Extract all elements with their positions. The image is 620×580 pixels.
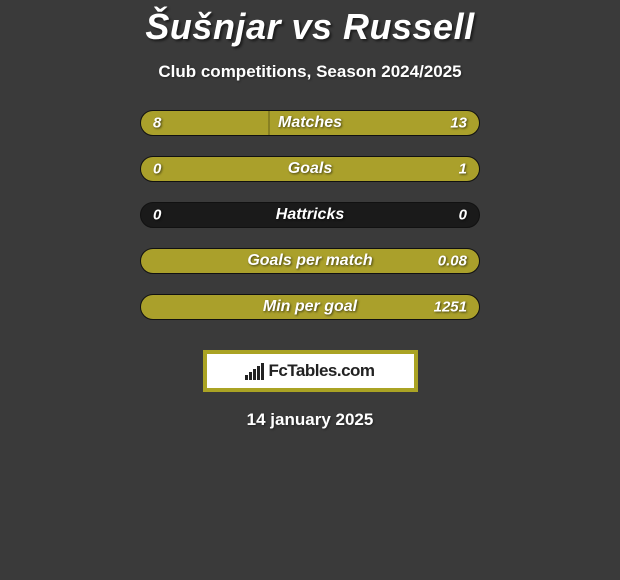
stat-label: Goals <box>288 160 332 178</box>
stat-value-right: 13 <box>450 115 467 132</box>
fctables-logo[interactable]: FcTables.com <box>203 350 418 392</box>
stat-label: Goals per match <box>247 252 372 270</box>
stat-value-right: 1 <box>459 161 467 178</box>
logo-bars-icon <box>245 362 264 380</box>
stat-bar: Hattricks 0 0 <box>140 202 480 228</box>
stat-value-left: 8 <box>153 115 161 132</box>
comparison-card: Šušnjar vs Russell Club competitions, Se… <box>0 0 620 430</box>
stat-label: Matches <box>278 114 342 132</box>
stat-value-left: 0 <box>153 161 161 178</box>
date-label: 14 january 2025 <box>247 410 374 430</box>
stat-row: Min per goal 1251 <box>140 294 480 320</box>
stat-bar: Min per goal 1251 <box>140 294 480 320</box>
stat-label: Min per goal <box>263 298 357 316</box>
stat-value-left: 0 <box>153 207 161 224</box>
stat-label: Hattricks <box>276 206 344 224</box>
logo-text: FcTables.com <box>268 361 374 381</box>
stat-value-right: 0.08 <box>438 253 467 270</box>
stat-value-right: 0 <box>459 207 467 224</box>
stat-bar: Goals per match 0.08 <box>140 248 480 274</box>
stat-bar: Goals 0 1 <box>140 156 480 182</box>
stats-list: Matches 8 13 Goals 0 1 Hattricks 0 0 Goals per ma… <box>140 110 480 340</box>
stat-bar: Matches 8 13 <box>140 110 480 136</box>
page-title: Šušnjar vs Russell <box>145 6 474 48</box>
stat-row: Hattricks 0 0 <box>140 202 480 228</box>
stat-row: Matches 8 13 <box>140 110 480 136</box>
stat-row: Goals 0 1 <box>140 156 480 182</box>
stat-row: Goals per match 0.08 <box>140 248 480 274</box>
subtitle: Club competitions, Season 2024/2025 <box>158 62 461 82</box>
stat-value-right: 1251 <box>434 299 467 316</box>
